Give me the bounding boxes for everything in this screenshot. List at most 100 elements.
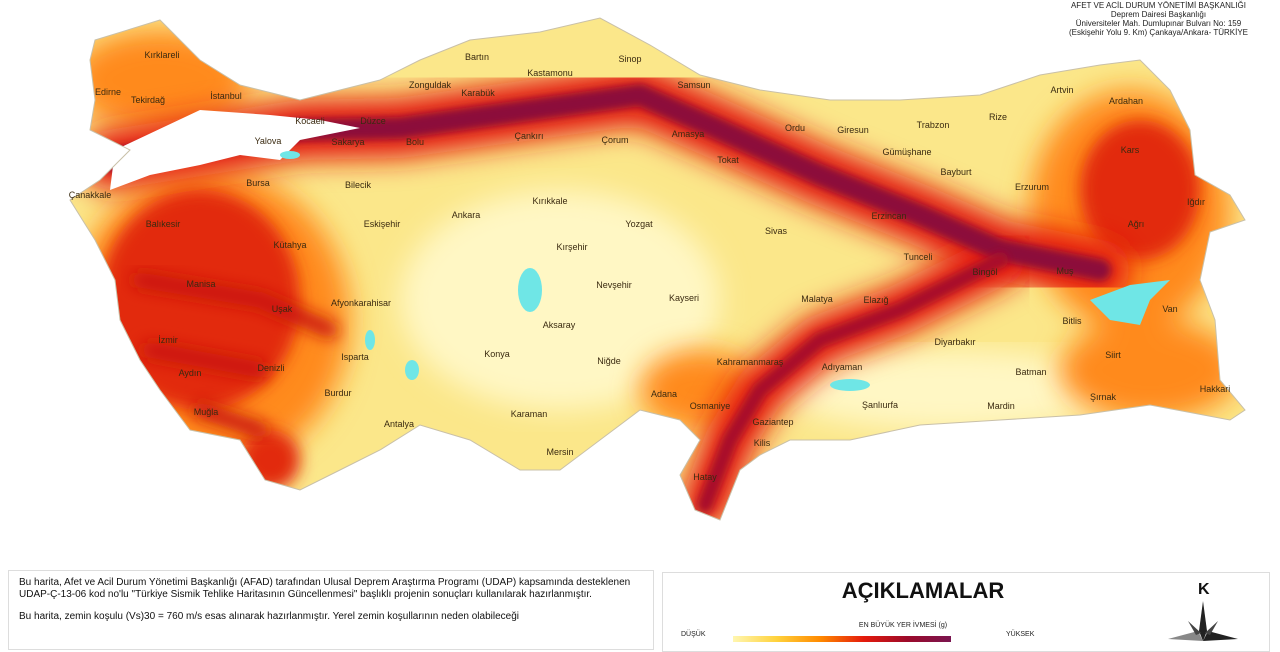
city-label: Yalova (254, 136, 282, 146)
city-label: Tokat (717, 155, 739, 165)
city-label: Giresun (837, 125, 869, 135)
city-label: Aydın (178, 368, 202, 378)
city-label: Batman (1015, 367, 1047, 377)
hazard-zones (70, 18, 1245, 520)
city-label: Bitlis (1062, 316, 1082, 326)
city-label: Elazığ (863, 295, 889, 305)
description-paragraph-2: Bu harita, zemin koşulu (Vs)30 = 760 m/s… (19, 611, 519, 622)
city-label: Rize (988, 112, 1008, 122)
legend-high-label: YÜKSEK (1006, 631, 1035, 638)
city-label: Sivas (764, 226, 788, 236)
city-label: Denizli (257, 363, 285, 373)
header-line-2: Deprem Dairesi Başkanlığı (1110, 10, 1207, 19)
city-label: Yozgat (625, 219, 653, 229)
city-label: Çorum (601, 135, 629, 145)
city-label: Kütahya (273, 240, 307, 250)
city-label: Konya (484, 349, 510, 359)
van-lake (1090, 280, 1170, 325)
city-label: Eskişehir (363, 219, 401, 229)
city-label: Osmaniye (689, 401, 731, 411)
description-paragraph-1: Bu harita, Afet ve Acil Durum Yönetimi B… (19, 577, 631, 600)
city-label: Kastamonu (527, 68, 573, 78)
city-label: Gümüşhane (882, 147, 932, 157)
city-label: Karabük (461, 88, 495, 98)
city-label: Edirne (94, 87, 122, 97)
city-label: Zonguldak (408, 80, 452, 90)
city-label: Erzurum (1014, 182, 1050, 192)
city-label: Malatya (801, 294, 833, 304)
city-label: Hatay (693, 472, 717, 482)
city-label: Karaman (510, 409, 548, 419)
city-label: Düzce (360, 116, 386, 126)
city-label: Ordu (784, 123, 806, 133)
city-label: Bingöl (972, 267, 998, 277)
city-label: Bartın (464, 52, 490, 62)
city-label: Niğde (597, 356, 621, 366)
city-label: Kayseri (668, 293, 700, 303)
city-label: İzmir (158, 335, 178, 345)
seismic-hazard-map (69, 17, 1246, 521)
city-label: Isparta (341, 352, 369, 362)
legend-color-bar (733, 636, 951, 642)
city-label: Kırıkkale (532, 196, 568, 206)
city-label: Gaziantep (752, 417, 794, 427)
city-label: Van (1162, 304, 1178, 314)
city-label: Adana (650, 389, 678, 399)
city-label: Tekirdağ (130, 95, 166, 105)
marmara-sea (110, 110, 360, 190)
city-label: Ağrı (1127, 219, 1145, 229)
legend-scale-label: EN BÜYÜK YER İVMESİ (g) (858, 622, 948, 629)
city-label: Muğla (193, 407, 219, 417)
city-label: Tunceli (903, 252, 933, 262)
city-label: Ankara (451, 210, 481, 220)
city-label: Samsun (677, 80, 711, 90)
legend-panel: AÇIKLAMALAR EN BÜYÜK YER İVMESİ (g) DÜŞÜ… (662, 572, 1270, 652)
city-label: Kırklareli (144, 50, 180, 60)
city-label: Artvin (1050, 85, 1074, 95)
city-label: Burdur (324, 388, 352, 398)
city-label: Sakarya (331, 137, 365, 147)
city-label: Çankırı (514, 131, 544, 141)
city-label: Sinop (618, 54, 642, 64)
city-label: Aksaray (542, 320, 576, 330)
header-line-3: Üniversiteler Mah. Dumlupınar Bulvarı No… (1075, 19, 1242, 28)
agency-header: AFET VE ACİL DURUM YÖNETİMİ BAŞKANLIĞI D… (1068, 1, 1248, 37)
city-label: Afyonkarahisar (330, 298, 392, 308)
city-label: Şanlıurfa (861, 400, 899, 410)
city-label: Şırnak (1089, 392, 1117, 402)
city-label: Bilecik (344, 180, 372, 190)
description-box: Bu harita, Afet ve Acil Durum Yönetimi B… (8, 570, 654, 650)
city-label: Ardahan (1108, 96, 1144, 106)
city-label: Mardin (987, 401, 1015, 411)
city-label: Balıkesir (145, 219, 181, 229)
city-label: Muş (1056, 266, 1074, 276)
north-label: K (1198, 581, 1210, 598)
city-label: Manisa (186, 279, 216, 289)
city-label: Kahramanmaraş (716, 357, 784, 367)
city-label: Bayburt (940, 167, 972, 177)
city-label: Çanakkale (68, 190, 112, 200)
city-label: Kocaeli (295, 116, 325, 126)
city-label: Uşak (271, 304, 293, 314)
city-label: Iğdır (1186, 197, 1206, 207)
city-label: Kilis (753, 438, 771, 448)
legend-title: AÇIKLAMALAR (841, 578, 1005, 603)
city-label: Diyarbakır (934, 337, 976, 347)
city-label: Bolu (405, 137, 425, 147)
city-label: Antalya (383, 419, 415, 429)
city-label: Nevşehir (596, 280, 632, 290)
city-label: Erzincan (871, 211, 907, 221)
city-label: Bursa (246, 178, 270, 188)
city-label: İstanbul (210, 91, 242, 101)
city-label: Hakkari (1199, 384, 1231, 394)
legend-low-label: DÜŞÜK (681, 631, 706, 638)
city-label: Siirt (1105, 350, 1121, 360)
header-line-4: (Eskişehir Yolu 9. Km) Çankaya/Ankara- T… (1068, 28, 1248, 37)
compass-icon (1168, 601, 1238, 641)
city-label: Adıyaman (821, 362, 863, 372)
header-line-1: AFET VE ACİL DURUM YÖNETİMİ BAŞKANLIĞI (1070, 1, 1246, 10)
city-label: Kırşehir (556, 242, 588, 252)
city-label: Amasya (671, 129, 705, 139)
tuz-lake (518, 268, 542, 312)
city-label: Mersin (546, 447, 574, 457)
